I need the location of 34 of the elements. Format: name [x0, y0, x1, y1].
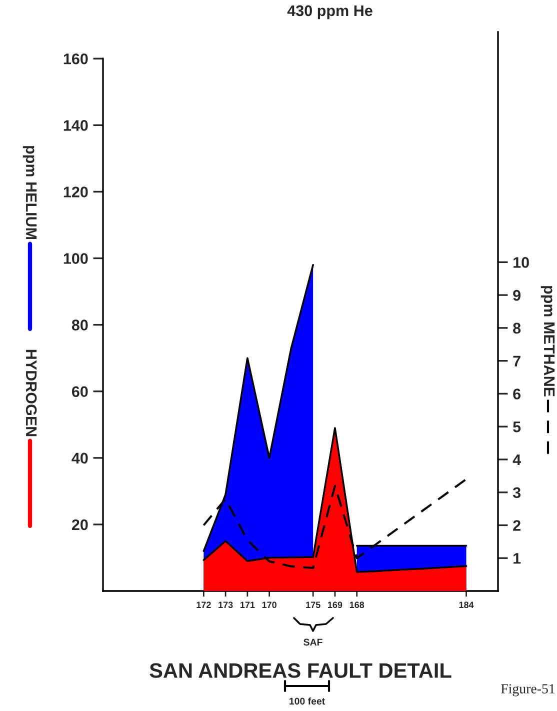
x-axis-title: SAN ANDREAS FAULT DETAIL — [150, 663, 452, 678]
y2-tick-label: 10 — [514, 257, 529, 268]
y-tick-label: 100 — [64, 253, 88, 264]
text: Figure-51 — [501, 684, 555, 696]
y-tick-label: 80 — [72, 320, 88, 330]
y2-tick-label: 7 — [513, 356, 520, 366]
x-tick-label: 170 — [262, 602, 276, 608]
y-tick-label: 40 — [72, 452, 88, 464]
text: HYDROGEN — [26, 350, 37, 436]
y2-tick-label: 2 — [513, 520, 520, 531]
y-tick-label: 20 — [72, 519, 88, 530]
x-tick-label: 172 — [196, 602, 211, 608]
text: 430 ppm He — [287, 5, 372, 20]
x-tick-label: 175 — [306, 602, 320, 608]
y2-tick-label: 4 — [512, 454, 521, 466]
y-tick-label: 140 — [64, 120, 88, 131]
y-tick-label: 160 — [64, 53, 88, 64]
x-tick-label: 169 — [328, 602, 342, 608]
y2-tick-label: 3 — [512, 487, 521, 498]
x-tick-label: 173 — [218, 602, 233, 608]
y2-tick-label: 8 — [513, 322, 521, 334]
y2-tick-label: 1 — [514, 553, 521, 564]
y-tick-label: 60 — [72, 386, 88, 398]
text: 100 feet — [290, 697, 325, 705]
y2-tick-label: 6 — [513, 388, 521, 400]
y2-tick-label: 9 — [513, 290, 521, 301]
y-tick-label: 120 — [64, 186, 88, 198]
x-tick-label: 171 — [240, 602, 255, 608]
y-axis-title: ppm HELIUM — [22, 146, 37, 240]
text: SAF — [304, 638, 322, 646]
y2-axis-title: ppm METHANE — [540, 286, 555, 396]
x-tick-label: 168 — [350, 602, 364, 608]
y2-tick-label: 5 — [513, 422, 521, 432]
x-tick-label: 184 — [459, 602, 474, 608]
